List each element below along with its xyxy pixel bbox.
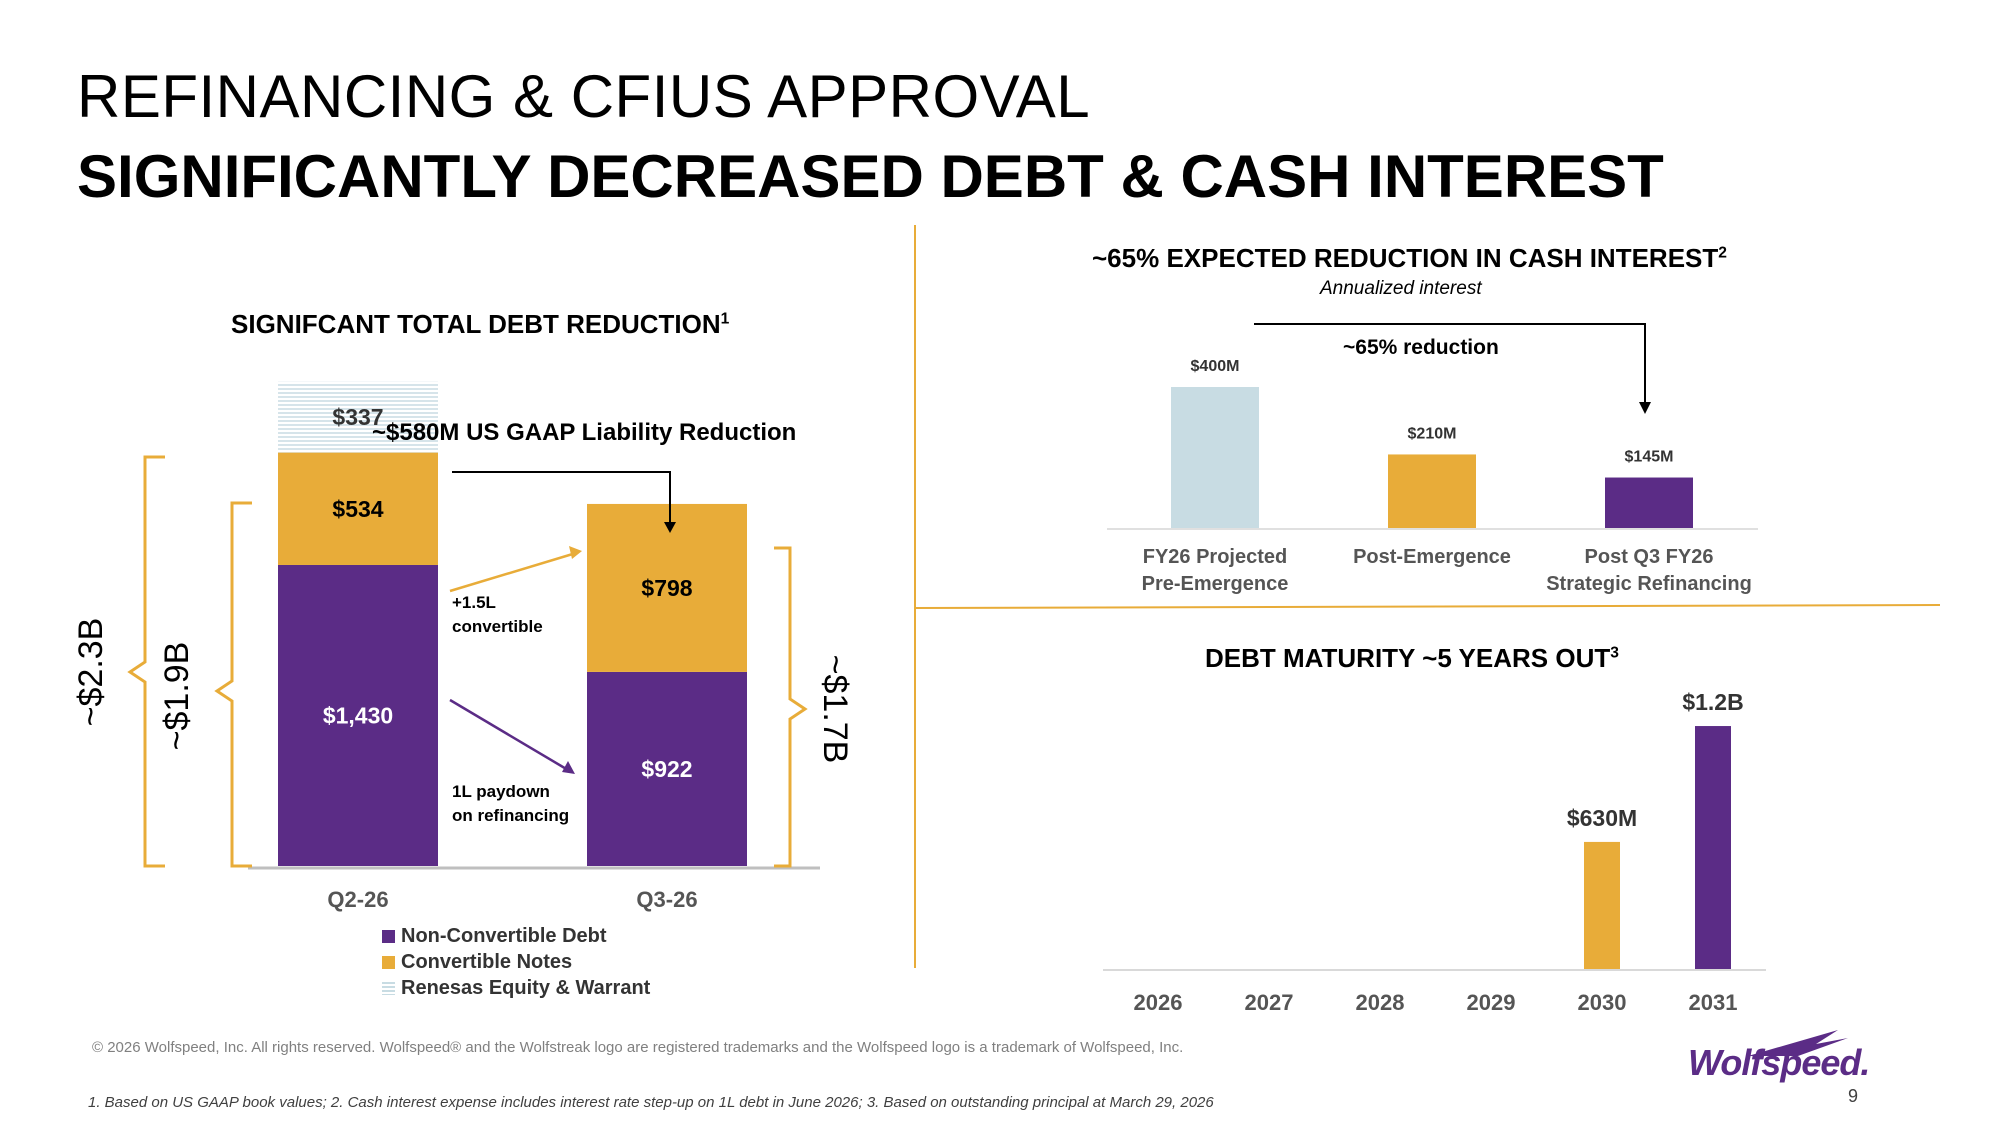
page-title-line1: REFINANCING & CFIUS APPROVAL (77, 63, 1091, 130)
legend-convertible: Convertible Notes (382, 951, 572, 974)
bar-value-label: $534 (332, 496, 383, 522)
brace-q2 (214, 501, 252, 868)
x-tick-label: Q2-26 (327, 887, 388, 912)
chart1-title-text: SIGNIFCANT TOTAL DEBT REDUCTION (231, 309, 721, 339)
x-tick-label: 2028 (1356, 990, 1405, 1015)
bar-value-label: $400M (1191, 358, 1240, 375)
brace-q3-label: ~$1.7B (816, 655, 854, 764)
bar-value-label: $798 (641, 575, 692, 601)
chart1-title: SIGNIFCANT TOTAL DEBT REDUCTION1 (231, 309, 729, 340)
x-tick-label: 2031 (1689, 990, 1738, 1015)
convertible-label-line2: convertible (452, 617, 543, 636)
x-tick-label: Post Q3 FY26 (1585, 546, 1714, 568)
cash-interest-arrowhead (1639, 402, 1651, 414)
x-tick-label: Strategic Refinancing (1546, 573, 1752, 595)
chart3-title-footnote: 3 (1610, 644, 1619, 662)
bar-segment (278, 452, 438, 565)
x-tick-label: 2029 (1467, 990, 1516, 1015)
chart2-title-footnote: 2 (1718, 244, 1727, 262)
paydown-label-line2: on refinancing (452, 806, 569, 825)
brace-q2-label: ~$1.9B (158, 642, 196, 751)
convertible-arrow (449, 551, 577, 593)
paydown-arrow (449, 698, 569, 772)
paydown-arrowhead (562, 761, 575, 774)
footer-copyright: © 2026 Wolfspeed, Inc. All rights reserv… (92, 1039, 1184, 1056)
wolfstreak-icon (1748, 1030, 1848, 1056)
bar (1584, 841, 1620, 970)
cash-interest-chart: $400M $210M $145M FY26 Projected Pre-Emerge… (1107, 323, 1758, 595)
bar (1605, 477, 1693, 529)
paydown-label-line1: 1L paydown (452, 782, 550, 801)
x-tick-label: 2026 (1134, 990, 1183, 1015)
legend-renesas: Renesas Equity & Warrant (382, 977, 650, 1000)
logo-wordmark: Wolfspeed. (1688, 1042, 1870, 1083)
chart2-title-text: ~65% EXPECTED REDUCTION IN CASH INTEREST (1092, 243, 1719, 273)
debt-maturity-chart: $630M $1.2B 2026 2027 2028 2029 2030 2031 (1103, 689, 1766, 1015)
bar-value-label: $145M (1625, 449, 1674, 466)
bar-value-label: $922 (641, 756, 692, 782)
brace-q3 (774, 546, 808, 868)
convertible-arrowhead (569, 546, 582, 559)
x-tick-label: 2030 (1578, 990, 1627, 1015)
debt-reduction-chart: $1,430 $534 $337 $922 $798 Q2-26 Q3-26 ~$580M… (72, 381, 854, 912)
x-tick-label: Pre-Emergence (1142, 573, 1289, 595)
bar-value-label: $337 (332, 404, 383, 430)
brace-total-label: ~$2.3B (72, 618, 110, 727)
bar (1171, 387, 1259, 529)
legend-swatch-gold (382, 956, 395, 970)
chart2-subtitle: Annualized interest (1320, 278, 1482, 299)
bar-value-label: $210M (1408, 425, 1457, 442)
bar-value-label: $630M (1567, 805, 1637, 831)
chart1-title-footnote: 1 (720, 310, 730, 328)
x-tick-label: Q3-26 (636, 887, 697, 912)
bar-segment (278, 564, 438, 866)
chart2-title: ~65% EXPECTED REDUCTION IN CASH INTEREST… (1092, 243, 1727, 274)
legend-label: Convertible Notes (401, 951, 573, 973)
liability-reduction-arrowhead (664, 522, 676, 533)
bar-value-label: $1,430 (323, 702, 393, 728)
liability-reduction-arrow (452, 471, 671, 528)
bar (1695, 726, 1731, 970)
legend-label: Non-Convertible Debt (401, 925, 607, 947)
brace-total (127, 455, 165, 868)
bar (1388, 454, 1476, 529)
legend-swatch-hatch (382, 982, 395, 996)
reduction-annotation: ~65% reduction (1343, 336, 1499, 359)
chart3-title-text: DEBT MATURITY ~5 YEARS OUT (1205, 643, 1611, 673)
x-tick-label: Post-Emergence (1353, 546, 1511, 568)
page-number: 9 (1848, 1086, 1859, 1106)
legend-non-convertible: Non-Convertible Debt (382, 925, 607, 948)
page-title-line2: SIGNIFICANTLY DECREASED DEBT & CASH INTE… (77, 143, 1664, 210)
chart3-title: DEBT MATURITY ~5 YEARS OUT3 (1205, 643, 1619, 674)
cash-interest-arrow (1254, 323, 1646, 408)
liability-reduction-label: ~$580M US GAAP Liability Reduction (372, 419, 796, 446)
legend-swatch-purple (382, 930, 395, 944)
bar-segment (587, 503, 747, 672)
legend-label: Renesas Equity & Warrant (401, 977, 651, 999)
x-tick-label: FY26 Projected (1143, 546, 1288, 568)
bar-value-label: $1.2B (1682, 689, 1743, 715)
convertible-label-line1: +1.5L (452, 593, 496, 612)
bar-segment (278, 381, 438, 453)
x-tick-label: 2027 (1245, 990, 1294, 1015)
horizontal-divider (914, 604, 1941, 609)
footer-notes: 1. Based on US GAAP book values; 2. Cash… (88, 1094, 1214, 1111)
bar-segment (587, 671, 747, 866)
